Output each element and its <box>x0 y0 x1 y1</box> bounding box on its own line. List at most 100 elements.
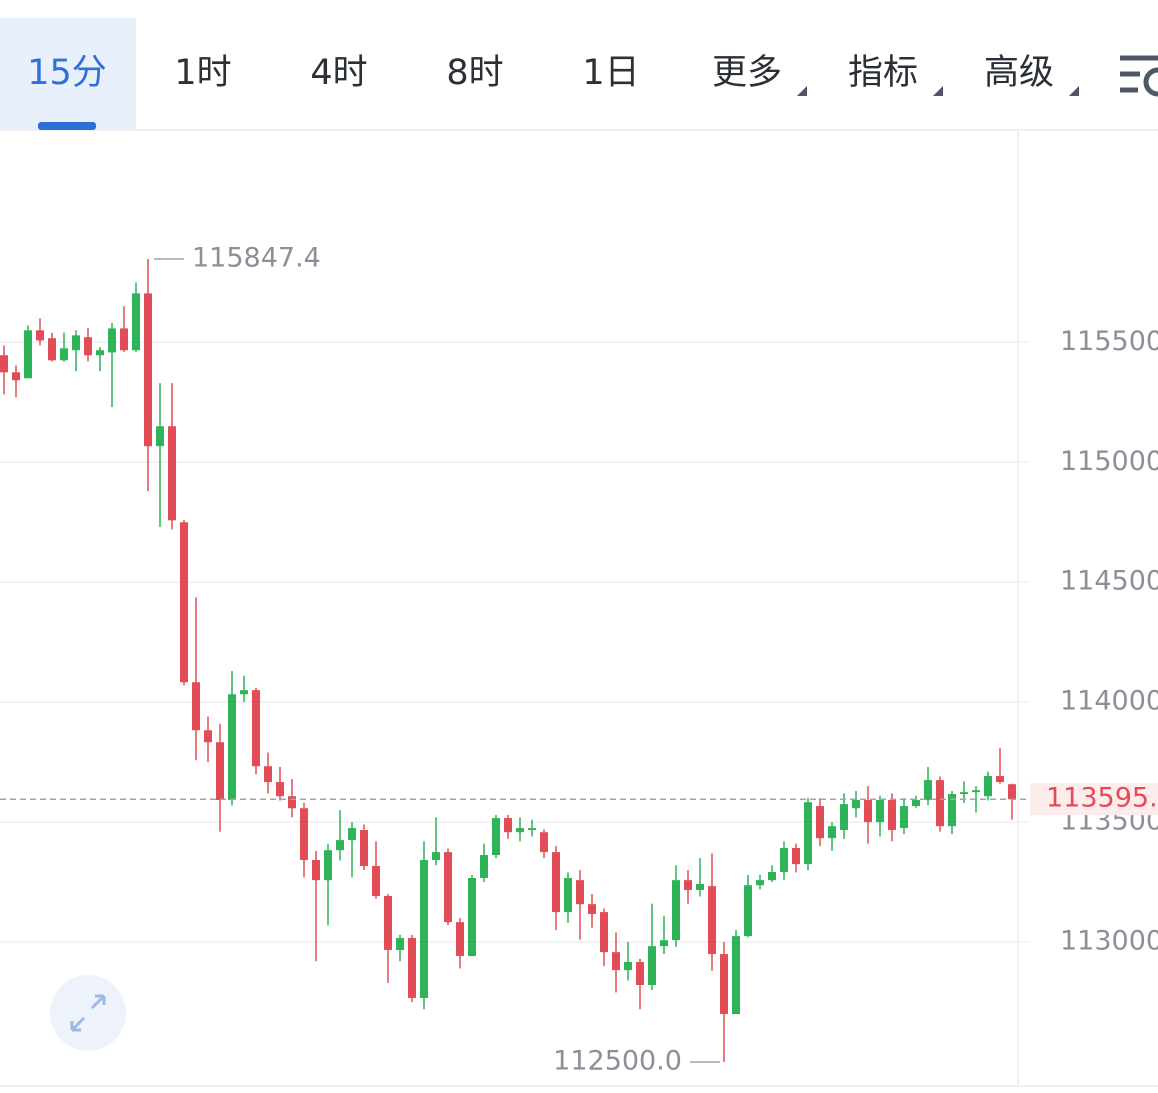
y-tick-label: 114000 <box>1060 686 1158 717</box>
candle-body <box>24 330 32 379</box>
candle <box>1008 783 1016 820</box>
tab[interactable]: 更多 <box>712 53 807 96</box>
candle-body <box>936 780 944 827</box>
candle-body <box>600 912 608 953</box>
expand-bg <box>50 975 126 1051</box>
candle <box>540 829 548 859</box>
candle-body <box>420 860 428 998</box>
annotation-label: 115847.4 <box>192 242 321 273</box>
candle-body <box>504 818 512 833</box>
tab[interactable]: 4时 <box>310 53 367 93</box>
candle <box>276 766 284 801</box>
candle-body <box>336 840 344 851</box>
candle-body <box>792 848 800 865</box>
tab-label: 1日 <box>582 53 639 93</box>
last-price-label: 113595.5 <box>1046 783 1158 814</box>
dropdown-caret <box>933 86 943 96</box>
candle <box>876 795 884 837</box>
dropdown-caret <box>797 86 807 96</box>
candle <box>828 822 836 851</box>
tab[interactable]: 高级 <box>984 53 1079 96</box>
candle-body <box>384 895 392 950</box>
toolbar-bg <box>0 0 1158 130</box>
candle <box>0 345 8 395</box>
candle <box>168 383 176 530</box>
candle <box>204 716 212 763</box>
expand-button[interactable] <box>50 975 126 1051</box>
candle <box>732 930 740 1015</box>
tab[interactable]: 8时 <box>446 53 503 93</box>
candle <box>36 318 44 346</box>
candle <box>324 843 332 926</box>
candle-body <box>660 940 668 947</box>
candle-body <box>996 776 1004 783</box>
candle-body <box>972 790 980 793</box>
candle <box>636 958 644 1010</box>
candle-body <box>516 828 524 833</box>
candle <box>468 874 476 957</box>
candle <box>348 822 356 878</box>
candle <box>720 942 728 1063</box>
tab[interactable]: 指标 <box>848 53 943 96</box>
y-tick-label: 115500 <box>1060 326 1158 357</box>
candle <box>660 915 668 955</box>
candle <box>576 870 584 940</box>
candle <box>792 843 800 873</box>
tab[interactable]: 1时 <box>174 53 231 93</box>
settings-icon[interactable] <box>1120 55 1158 97</box>
candle-body <box>360 830 368 867</box>
candle-body <box>444 852 452 923</box>
candle <box>180 519 188 686</box>
candle <box>516 817 524 842</box>
candle <box>708 853 716 971</box>
tab[interactable]: 1日 <box>582 53 639 93</box>
candle-body <box>696 884 704 891</box>
tab[interactable]: 15分 <box>0 18 136 130</box>
candle <box>132 282 140 352</box>
candle <box>756 874 764 890</box>
candle-body <box>948 794 956 827</box>
expand-icon <box>70 994 106 1032</box>
candle <box>432 817 440 866</box>
candle-body <box>960 792 968 795</box>
candle <box>48 332 56 362</box>
candle-body <box>144 293 152 447</box>
candle <box>852 790 860 818</box>
candle-body <box>156 426 164 447</box>
candle <box>996 747 1004 784</box>
candle <box>12 365 20 398</box>
candle <box>588 894 596 928</box>
candle <box>936 776 944 832</box>
candle-body <box>468 878 476 956</box>
tab-label: 1时 <box>174 53 231 93</box>
candle <box>888 793 896 842</box>
candle <box>648 903 656 991</box>
last-price-bg <box>1030 783 1158 816</box>
candle <box>924 766 932 806</box>
candle <box>108 323 116 408</box>
tab-indicator <box>38 122 96 130</box>
candle-body <box>708 886 716 955</box>
candle-body <box>324 850 332 881</box>
candle-body <box>780 848 788 873</box>
candle-body <box>984 776 992 797</box>
annotation-label: 112500.0 <box>553 1046 682 1077</box>
candle <box>456 918 464 969</box>
candle-body <box>552 852 560 913</box>
candle <box>408 934 416 1003</box>
candle <box>840 793 848 839</box>
candle <box>816 798 824 847</box>
candle <box>336 810 344 861</box>
candle <box>72 330 80 372</box>
candle <box>60 332 68 362</box>
candle-body <box>828 826 836 839</box>
candle <box>492 814 500 859</box>
candle <box>396 934 404 962</box>
candle <box>360 824 368 871</box>
candle-body <box>396 937 404 950</box>
candle-body <box>492 818 500 855</box>
candle-body <box>48 338 56 361</box>
candle <box>120 306 128 352</box>
